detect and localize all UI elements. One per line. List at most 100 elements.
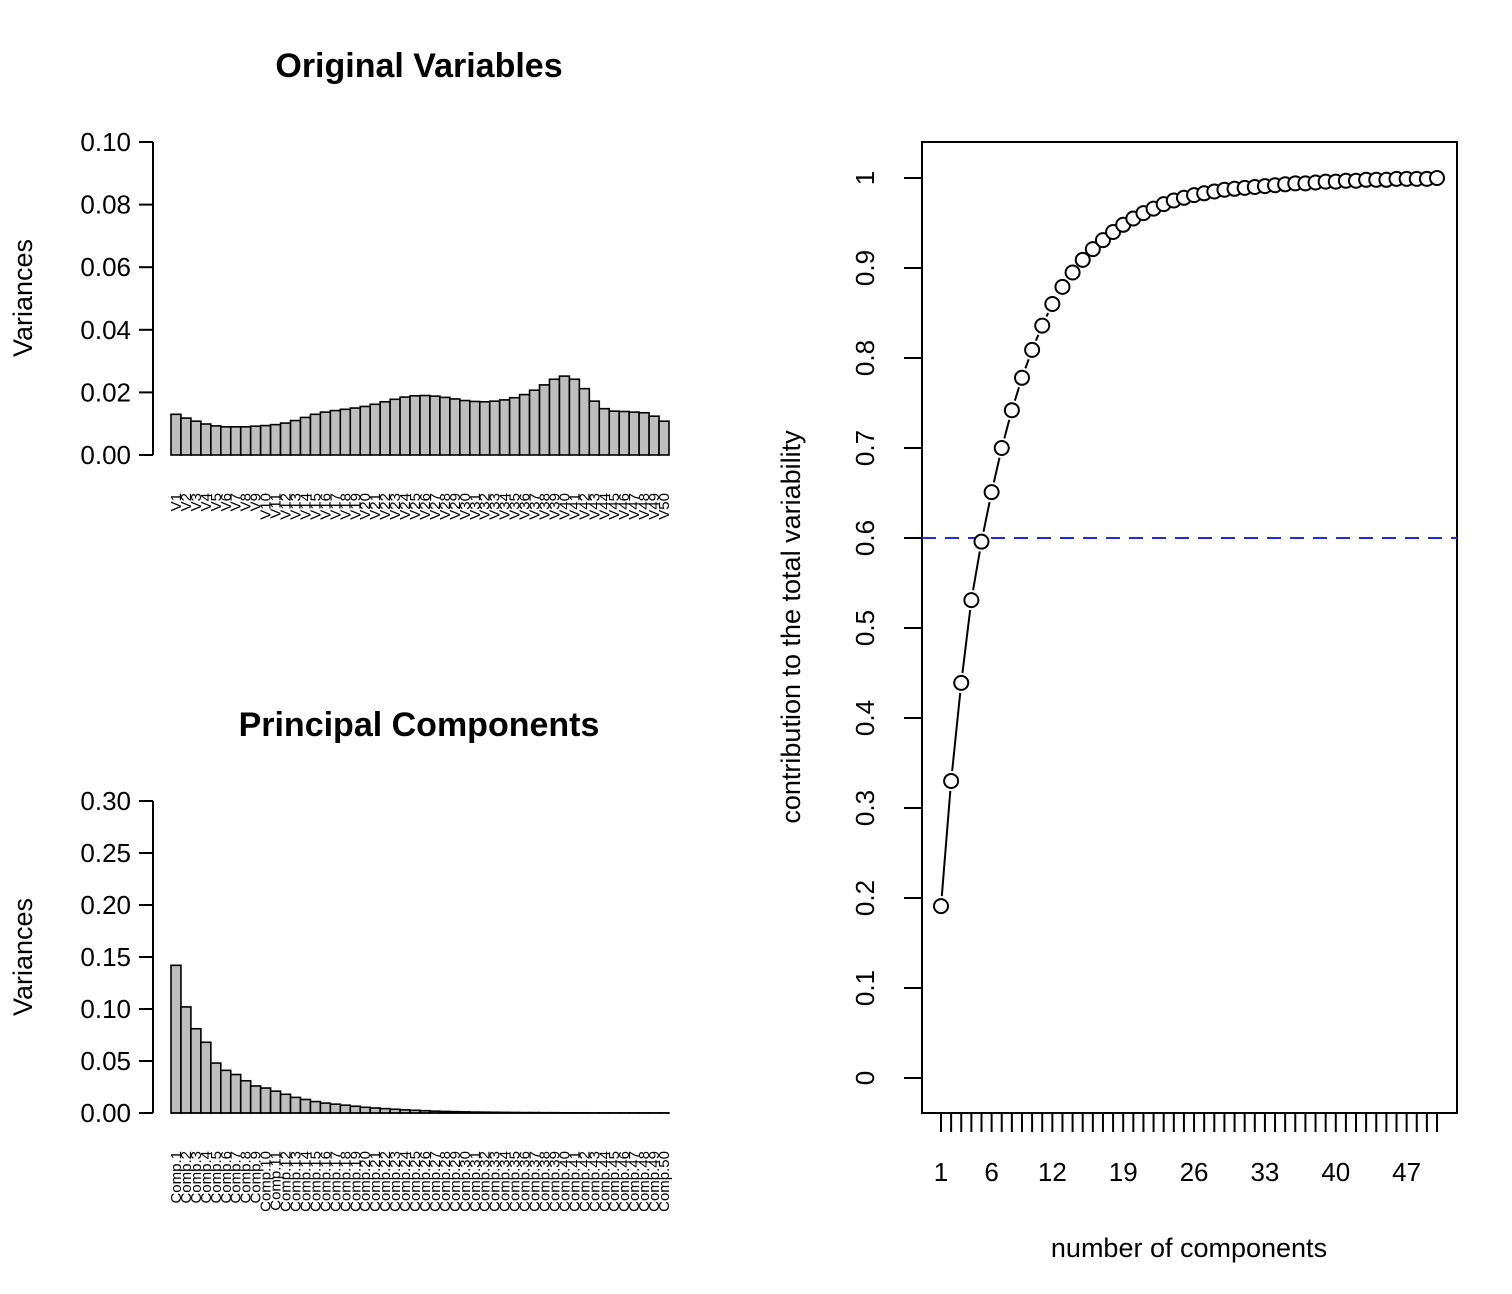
bar — [200, 1041, 212, 1114]
y-tick-label: 0.20 — [80, 890, 131, 920]
y-tick-label: 0.6 — [850, 520, 880, 556]
x-tick-label: V4 — [198, 493, 215, 511]
bar — [299, 416, 312, 456]
line-segment — [992, 457, 1001, 483]
x-tick-label: Comp.26 — [417, 1151, 434, 1212]
y-tick-label: 0.3 — [850, 790, 880, 826]
bar — [578, 387, 591, 456]
data-point — [1003, 402, 1020, 419]
y-tick-label: 0.5 — [850, 610, 880, 646]
y-axis: 0 0.1 0.2 0.3 0.4 0.5 0.6 0.7 0.8 0.9 1 — [850, 171, 922, 1085]
chart-title: Original Variables — [275, 47, 562, 85]
x-tick-label: Comp.25 — [407, 1151, 424, 1212]
bar — [269, 423, 282, 456]
x-tick-label: V41 — [566, 493, 583, 520]
y-tick-label: 0.9 — [850, 250, 880, 286]
x-tick-label: Comp.29 — [447, 1151, 464, 1212]
panel-cumulative-variability: 0 0.1 0.2 0.3 0.4 0.5 0.6 0.7 0.8 0.9 1 1 6 12 19 26 33… — [776, 141, 1458, 1263]
data-point — [1064, 264, 1081, 281]
bar — [618, 410, 630, 456]
y-axis: 0.00 0.05 0.10 0.15 0.20 0.25 0.30 — [80, 786, 154, 1128]
x-tick-label: Comp.10 — [258, 1151, 275, 1212]
x-tick-label: V10 — [258, 493, 275, 520]
y-tick-label: 0.00 — [80, 1098, 131, 1128]
x-tick-label: V36 — [517, 493, 534, 520]
x-tick-label: Comp.6 — [218, 1151, 235, 1204]
x-tick-label: Comp.27 — [427, 1151, 444, 1212]
bar-series — [170, 375, 670, 456]
x-tick-label: 47 — [1392, 1157, 1421, 1187]
x-tick-label: V19 — [347, 493, 364, 520]
line-segment — [972, 551, 981, 591]
line-segment — [1013, 387, 1020, 401]
y-tick-label: 0.2 — [850, 880, 880, 916]
bar — [259, 1087, 272, 1114]
x-tick-label: Comp.1 — [168, 1151, 185, 1204]
x-tick-label: 33 — [1250, 1157, 1279, 1187]
data-point — [983, 484, 1000, 501]
y-tick-label: 0.08 — [80, 190, 131, 220]
bar — [518, 393, 531, 456]
y-tick-label: 1 — [850, 171, 880, 185]
x-tick-label: Comp.37 — [527, 1151, 544, 1212]
bar — [558, 375, 571, 456]
x-tick-label: V15 — [307, 493, 324, 520]
x-tick-label: V1 — [168, 493, 185, 511]
x-tick-label: 1 — [934, 1157, 948, 1187]
bar — [648, 415, 660, 456]
x-tick-label: Comp.15 — [307, 1151, 324, 1212]
bar — [349, 407, 362, 456]
x-tick-label: V2 — [178, 493, 195, 511]
x-tick-label: 40 — [1321, 1157, 1350, 1187]
x-tick-label: V11 — [268, 493, 285, 519]
x-tick-label: Comp.36 — [517, 1151, 534, 1212]
x-tick-label: Comp.19 — [347, 1151, 364, 1212]
data-point — [973, 533, 990, 550]
bar — [568, 378, 581, 456]
data-point — [963, 592, 980, 609]
x-tick-label: Comp.41 — [566, 1151, 583, 1212]
x-tick-label: Comp.28 — [437, 1151, 454, 1212]
y-tick-label: 0.10 — [80, 127, 131, 157]
bar — [628, 411, 640, 456]
y-axis-label: Variances — [8, 898, 38, 1016]
y-tick-label: 0.06 — [80, 252, 131, 282]
x-tick-label: V9 — [248, 493, 265, 511]
bar — [319, 1102, 332, 1114]
bar — [289, 1096, 302, 1114]
x-tick-label: V32 — [477, 493, 494, 520]
x-tick-label: Comp.21 — [367, 1151, 384, 1212]
x-tick-label: V47 — [626, 493, 643, 520]
bar — [468, 400, 481, 456]
x-tick-labels: V1V2V3V4V5V6V7V8V9V10V11V12V13V14V15V16V… — [168, 493, 673, 520]
x-tick-label: V22 — [377, 493, 394, 520]
point-series — [933, 170, 1445, 915]
x-tick-label: V16 — [317, 493, 334, 520]
y-tick-label: 0.10 — [80, 994, 131, 1024]
bar — [478, 400, 491, 456]
bar — [339, 1104, 352, 1114]
x-tick-label: V5 — [208, 493, 225, 511]
x-tick-label: Comp.9 — [248, 1151, 265, 1204]
x-tick-label: V44 — [596, 493, 613, 520]
x-tick-label: Comp.39 — [546, 1151, 563, 1212]
x-tick-label: Comp.20 — [357, 1151, 374, 1212]
chart-title: Principal Components — [239, 706, 600, 744]
x-tick-label: V28 — [437, 493, 454, 520]
x-tick-label: Comp.42 — [576, 1151, 593, 1212]
bar — [598, 407, 611, 456]
x-tick-label: V14 — [297, 493, 314, 520]
x-tick-label: Comp.34 — [497, 1151, 514, 1212]
bar — [220, 1069, 232, 1114]
bar — [459, 399, 471, 456]
data-point — [953, 674, 970, 691]
bar — [170, 413, 182, 456]
data-point — [1034, 317, 1051, 334]
bar — [349, 1105, 362, 1114]
bar — [409, 395, 421, 456]
bar — [369, 403, 381, 456]
x-tick-label: Comp.49 — [646, 1151, 663, 1212]
line-segment — [982, 501, 991, 533]
bar — [269, 1090, 282, 1114]
x-tick-label: V24 — [397, 493, 414, 520]
